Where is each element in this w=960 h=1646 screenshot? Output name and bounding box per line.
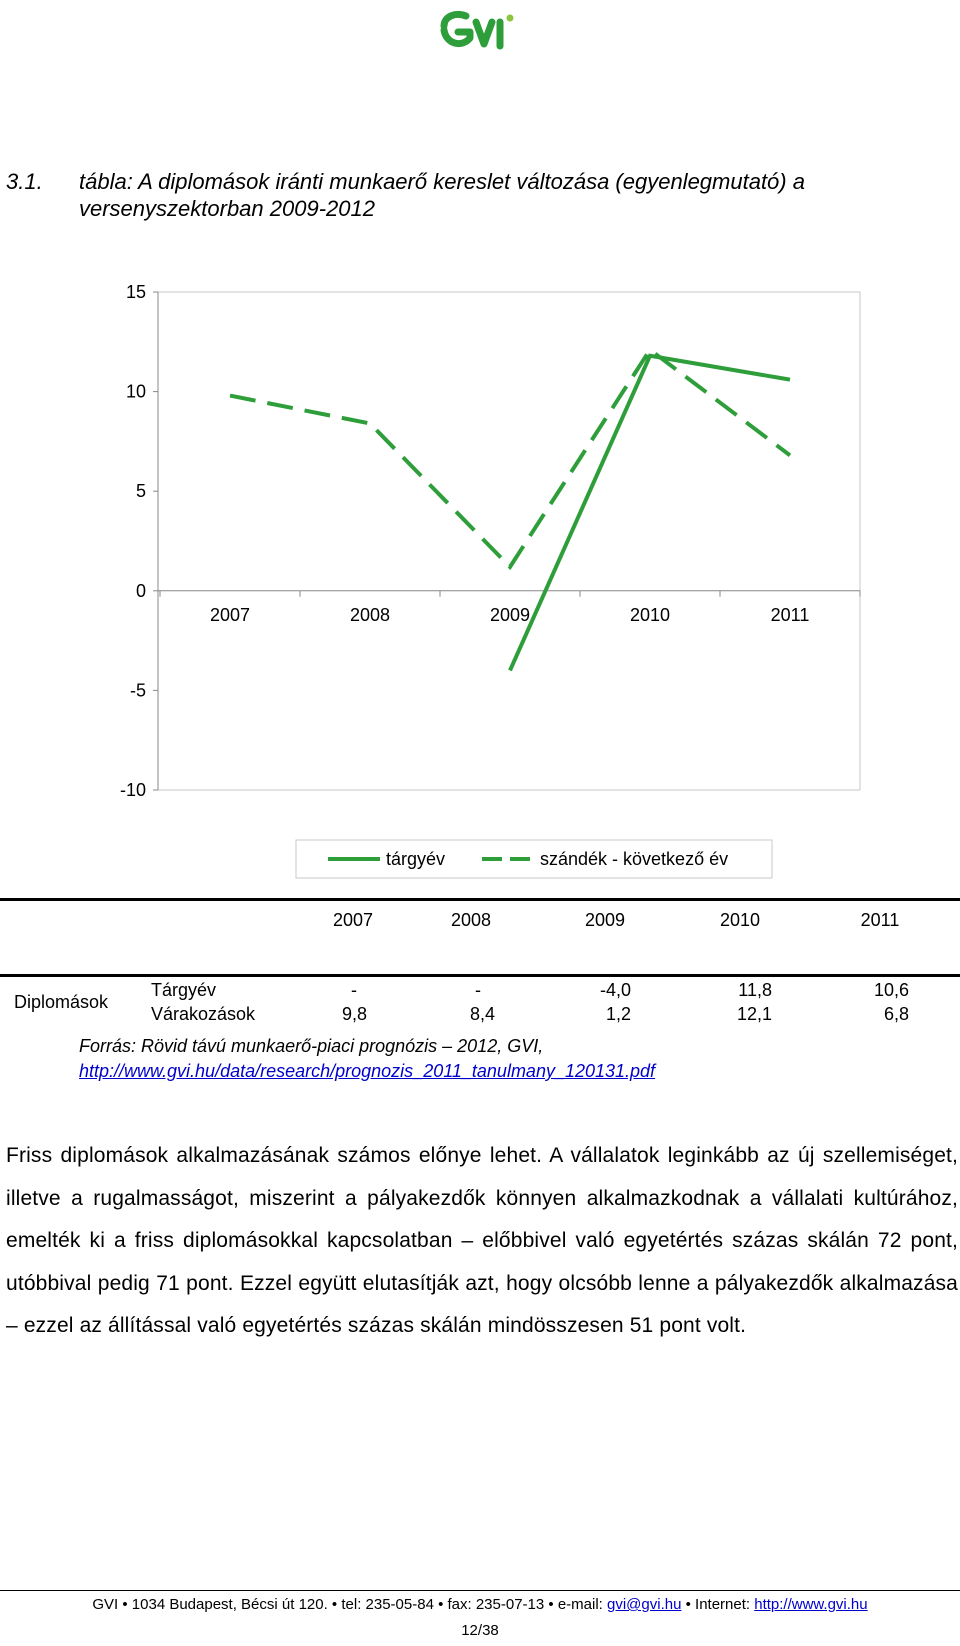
plot-area: [157, 291, 861, 791]
y-tick-label: 0: [136, 581, 146, 601]
x-tick-label: 2009: [490, 605, 530, 625]
series-line-szandek: [229, 346, 792, 571]
cell-targyev-2009: -4,0: [599, 980, 631, 1000]
cell-targyev-2011: 10,6: [873, 980, 909, 1000]
y-tick-label: 15: [126, 282, 146, 302]
x-tick-label: 2010: [630, 605, 670, 625]
table-top-rule: [0, 898, 960, 901]
cell-varakozasok-2007: 9,8: [341, 1004, 367, 1024]
y-tick-label: -5: [130, 680, 146, 700]
body-paragraph: Friss diplomások alkalmazásának számos e…: [6, 1144, 958, 1338]
table-year-2008: 2008: [450, 910, 492, 930]
caption-line-1: tábla: A diplomások iránti munkaerő kere…: [79, 169, 805, 194]
row-label-varakozasok: Várakozások: [151, 1004, 256, 1024]
cell-varakozasok-2008: 8,4: [469, 1004, 495, 1024]
table-group-label: Diplomások: [14, 992, 109, 1012]
cell-varakozasok-2011: 6,8: [883, 1004, 909, 1024]
x-tick-label: 2007: [210, 605, 250, 625]
table-year-2010: 2010: [719, 910, 761, 930]
cell-targyev-2007: -: [351, 980, 357, 1000]
line-chart: 15 10 5 0 -5 -10 2007 2008 2009 2010 2011 tárgyév sz…: [120, 282, 861, 879]
caption-line-2: versenyszektorban 2009-2012: [79, 196, 375, 221]
y-tick-label: 10: [126, 382, 146, 402]
y-tick-label: 5: [136, 481, 146, 501]
footer-email-link[interactable]: gvi@gvi.hu: [607, 1596, 682, 1613]
cell-varakozasok-2009: 1,2: [605, 1004, 631, 1024]
legend-item-szandek: szándék - következő év: [540, 849, 728, 869]
footer-text: GVI • 1034 Budapest, Bécsi út 120. • tel…: [0, 1596, 960, 1613]
footer-rule: [0, 1590, 960, 1591]
source-text: Forrás: Rövid távú munkaerő-piaci prognó…: [79, 1036, 544, 1056]
row-label-targyev: Tárgyév: [151, 980, 217, 1000]
footer-web-link[interactable]: http://www.gvi.hu: [754, 1596, 868, 1613]
table-year-2007: 2007: [332, 910, 374, 930]
legend-item-targyev: tárgyév: [386, 849, 445, 869]
y-tick-label: -10: [120, 780, 146, 800]
footer-internet-label: • Internet:: [681, 1596, 755, 1613]
source-note: Forrás: Rövid távú munkaerő-piaci prognó…: [79, 1034, 655, 1084]
caption-number: 3.1.: [6, 169, 43, 194]
table-year-2011: 2011: [860, 910, 900, 930]
gvi-logo: [440, 10, 514, 50]
source-link[interactable]: http://www.gvi.hu/data/research/prognozi…: [79, 1061, 656, 1081]
table-mid-rule: [0, 974, 960, 977]
x-tick-label: 2008: [350, 605, 390, 625]
cell-targyev-2010: 11,8: [738, 980, 772, 1000]
footer-address: GVI • 1034 Budapest, Bécsi út 120. • tel…: [92, 1596, 607, 1613]
table-year-2009: 2009: [584, 910, 626, 930]
cell-targyev-2008: -: [475, 980, 481, 1000]
cell-varakozasok-2010: 12,1: [736, 1004, 772, 1024]
x-tick-label: 2011: [771, 605, 810, 625]
table-caption: 3.1. tábla: A diplomások iránti munkaerő …: [6, 168, 956, 222]
page-number: 12/38: [461, 1622, 499, 1639]
